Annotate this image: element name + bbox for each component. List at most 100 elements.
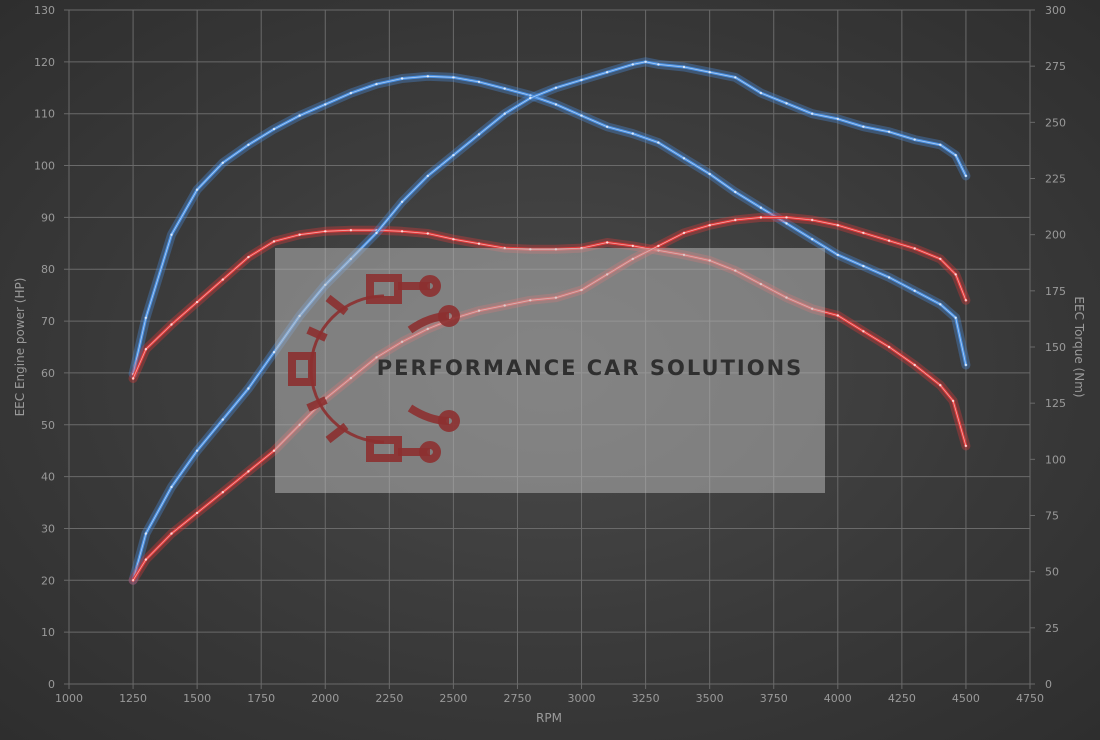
data-point (682, 157, 686, 160)
data-point (221, 161, 224, 164)
data-point (913, 247, 916, 250)
data-point (195, 449, 199, 452)
watermark-text: PERFORMANCE CAR SOLUTIONS (377, 356, 804, 380)
data-point (734, 190, 737, 194)
y-right-tick-label: 100 (1045, 453, 1066, 466)
data-point (836, 314, 839, 317)
data-point (554, 103, 558, 106)
y-left-tick-label: 110 (34, 108, 55, 121)
data-point (708, 71, 711, 74)
data-point (657, 244, 660, 248)
x-tick-label: 3750 (760, 692, 788, 705)
data-point (785, 216, 788, 219)
data-point (349, 229, 353, 232)
data-point (657, 63, 660, 66)
data-point (759, 91, 763, 95)
y-left-tick-label: 50 (41, 419, 55, 432)
data-point (375, 231, 378, 235)
data-point (529, 94, 532, 97)
data-point (785, 222, 788, 225)
data-point (426, 174, 429, 178)
y-right-tick-label: 250 (1045, 116, 1066, 129)
data-point (939, 303, 942, 306)
data-point (477, 242, 481, 245)
data-point (272, 351, 276, 354)
y-right-tick-label: 225 (1045, 173, 1066, 186)
data-point (644, 60, 647, 63)
y-left-tick-label: 20 (41, 574, 55, 587)
data-point (887, 276, 891, 279)
data-point (452, 238, 455, 241)
x-tick-label: 1500 (183, 692, 211, 705)
data-point (836, 224, 839, 227)
gear-circuit-logo-icon (288, 274, 460, 463)
data-point (657, 141, 660, 144)
data-point (631, 132, 634, 135)
y-left-tick-label: 70 (41, 315, 55, 328)
data-point (759, 206, 763, 209)
y-left-tick-label: 30 (41, 522, 55, 535)
data-point (631, 63, 634, 66)
data-point (862, 125, 865, 128)
data-point (785, 102, 788, 105)
data-point (964, 363, 968, 367)
data-point (887, 239, 891, 242)
data-point (734, 76, 737, 79)
x-tick-label: 4250 (888, 692, 916, 705)
y-left-tick-label: 0 (48, 678, 55, 691)
y-left-tick-label: 80 (41, 263, 55, 276)
data-point (195, 511, 199, 515)
data-point (247, 470, 250, 473)
data-point (170, 323, 173, 326)
data-point (580, 78, 583, 82)
data-point (964, 299, 968, 302)
data-point (939, 257, 942, 261)
x-tick-label: 2750 (503, 692, 531, 705)
data-point (939, 143, 942, 146)
data-point (951, 399, 955, 403)
x-tick-label: 2500 (439, 692, 467, 705)
y-left-tick-label: 100 (34, 160, 55, 173)
data-point (426, 232, 429, 235)
data-point (606, 125, 609, 128)
x-tick-label: 2000 (311, 692, 339, 705)
data-point (324, 230, 327, 233)
x-tick-label: 3000 (568, 692, 596, 705)
data-point (247, 255, 250, 259)
y-left-tick-label: 130 (34, 4, 55, 17)
data-point (913, 289, 916, 292)
x-tick-label: 3500 (696, 692, 724, 705)
data-point (939, 384, 942, 387)
data-point (221, 491, 224, 494)
y-left-tick-label: 120 (34, 56, 55, 69)
series-line-1 (128, 71, 971, 379)
data-point (272, 127, 276, 131)
y-right-tick-label: 150 (1045, 341, 1066, 354)
data-point (554, 86, 558, 90)
y-left-tick-label: 60 (41, 367, 55, 380)
data-point (195, 300, 199, 304)
data-point (811, 238, 814, 241)
data-point (131, 579, 135, 582)
data-point (954, 273, 957, 276)
x-tick-label: 1000 (55, 692, 83, 705)
data-point (272, 449, 276, 452)
data-point (247, 387, 250, 390)
y-left-tick-label: 90 (41, 211, 55, 224)
y-left-tick-label: 40 (41, 471, 55, 484)
data-point (913, 138, 916, 141)
data-point (170, 532, 173, 535)
y-right-tick-label: 175 (1045, 285, 1066, 298)
data-point (836, 117, 839, 121)
data-point (580, 114, 583, 117)
data-point (529, 96, 532, 100)
data-point (606, 71, 609, 74)
data-point (170, 485, 173, 489)
data-point (759, 216, 763, 219)
y-right-tick-label: 275 (1045, 60, 1066, 73)
data-point (144, 316, 148, 319)
watermark: PERFORMANCE CAR SOLUTIONS (275, 248, 825, 493)
data-point (144, 558, 148, 561)
data-point (811, 218, 814, 222)
